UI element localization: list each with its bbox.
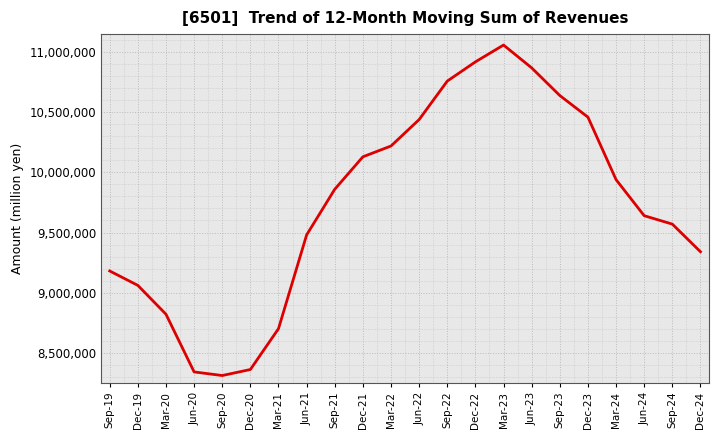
Title: [6501]  Trend of 12-Month Moving Sum of Revenues: [6501] Trend of 12-Month Moving Sum of R… [182, 11, 629, 26]
Y-axis label: Amount (million yen): Amount (million yen) [11, 143, 24, 274]
